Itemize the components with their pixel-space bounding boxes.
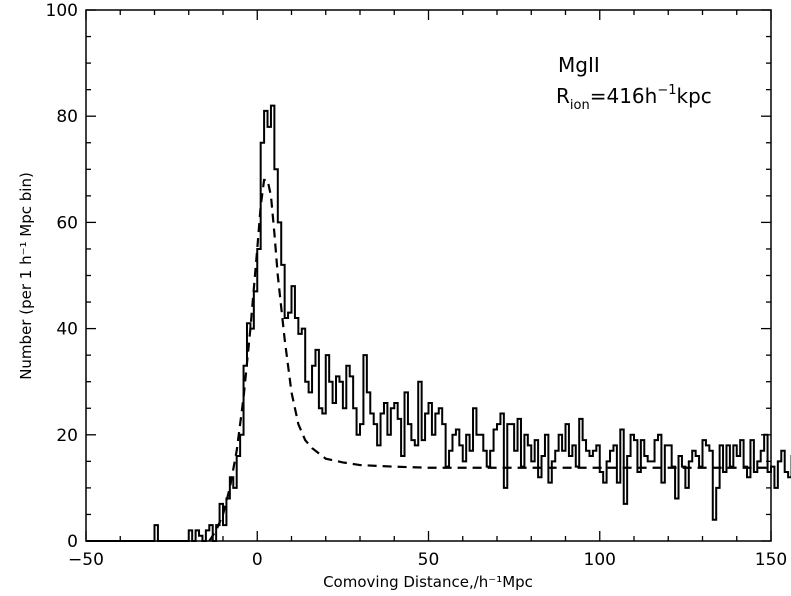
radius-subscript: ion [570, 98, 590, 113]
x-tick-label: 50 [418, 550, 440, 570]
x-tick-labels: −50 0 50 100 150 [68, 550, 787, 570]
histogram-series [86, 104, 791, 542]
x-tick-label: 100 [584, 550, 616, 570]
y-tick-labels: 0 20 40 60 80 100 [46, 1, 78, 552]
radius-value: =416h [590, 84, 658, 108]
x-tick-label: 0 [252, 550, 263, 570]
model-dashed-curve [208, 178, 771, 542]
axis-ticks [85, 9, 772, 542]
y-tick-label: 0 [67, 532, 78, 552]
x-axis-label: Comoving Distance,/h⁻¹Mpc [323, 573, 533, 591]
y-tick-label: 100 [46, 1, 78, 21]
y-axis-label: Number (per 1 h⁻¹ Mpc bin) [17, 172, 35, 380]
y-tick-label: 40 [56, 320, 78, 340]
x-tick-label: 150 [755, 550, 787, 570]
radius-symbol: R [556, 84, 570, 108]
y-tick-label: 60 [56, 213, 78, 233]
radius-label: Rion=416h−1kpc [556, 83, 712, 113]
ion-label: MgII [558, 53, 600, 77]
y-tick-label: 80 [56, 107, 78, 127]
y-tick-label: 20 [56, 426, 78, 446]
radius-unit: kpc [677, 84, 712, 108]
x-tick-label: −50 [68, 550, 104, 570]
radius-superscript: −1 [657, 83, 676, 98]
